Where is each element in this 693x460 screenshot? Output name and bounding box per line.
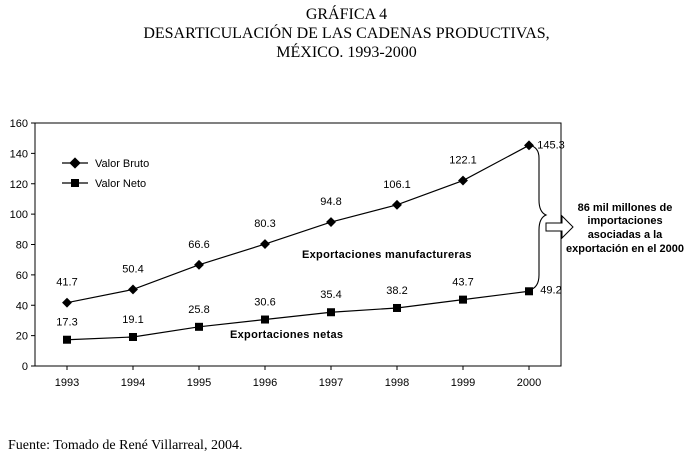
data-label-valor-neto: 38.2 xyxy=(386,285,407,297)
data-label-valor-neto: 17.3 xyxy=(56,317,77,329)
x-tick-label: 1993 xyxy=(55,377,79,389)
y-tick-label: 160 xyxy=(10,118,28,130)
right-arrow-icon xyxy=(545,214,574,240)
side-annotation-line-4: exportación en el 2000 xyxy=(566,243,684,255)
data-point-valor-neto xyxy=(261,315,269,324)
side-annotation: 86 mil millones de importaciones asociad… xyxy=(566,202,684,255)
data-point-valor-neto xyxy=(525,287,533,296)
curly-brace xyxy=(528,144,548,291)
data-label-valor-bruto: 80.3 xyxy=(254,218,275,230)
y-tick-label: 40 xyxy=(16,300,28,312)
x-tick-label: 1998 xyxy=(385,377,409,389)
series-line-valor-neto xyxy=(66,290,530,341)
y-tick-label: 0 xyxy=(22,361,28,373)
data-point-valor-bruto xyxy=(326,217,336,227)
y-tick-label: 80 xyxy=(16,240,28,252)
side-annotation-line-2: importaciones xyxy=(587,215,662,227)
data-label-valor-bruto: 106.1 xyxy=(383,179,411,191)
y-tick-label: 60 xyxy=(16,270,28,282)
legend-square-marker xyxy=(71,179,79,187)
legend-valor-bruto: Valor Bruto xyxy=(95,158,149,170)
data-label-valor-bruto: 145.3 xyxy=(537,139,565,151)
y-tick-label: 20 xyxy=(16,331,28,343)
data-label-valor-neto: 43.7 xyxy=(452,277,473,289)
chart-heading-title: DESARTICULACIÓN DE LAS CADENAS PRODUCTIV… xyxy=(143,25,550,42)
annotation-exportaciones-netas: Exportaciones netas xyxy=(230,329,343,341)
chart-heading-number: GRÁFICA 4 xyxy=(305,6,388,23)
side-annotation-line-3: asociadas a la xyxy=(588,229,663,241)
side-annotation-line-1: 86 mil millones de xyxy=(578,202,673,214)
y-tick-label: 140 xyxy=(10,148,28,160)
x-tick-label: 1995 xyxy=(187,377,211,389)
data-point-valor-neto xyxy=(129,332,137,341)
data-point-valor-bruto xyxy=(392,199,402,210)
data-point-valor-neto xyxy=(393,303,401,312)
x-tick-label: 2000 xyxy=(517,377,541,389)
annotation-exportaciones-manufactureras: Exportaciones manufactureras xyxy=(302,249,472,261)
data-point-valor-bruto xyxy=(128,284,138,295)
data-label-valor-bruto: 66.6 xyxy=(188,239,209,251)
legend-valor-neto: Valor Neto xyxy=(95,178,146,190)
data-point-valor-bruto xyxy=(458,175,468,186)
source-note: Fuente: Tomado de René Villarreal, 2004. xyxy=(8,438,243,453)
data-label-valor-neto: 19.1 xyxy=(122,314,143,326)
data-label-valor-bruto: 41.7 xyxy=(56,277,77,289)
y-tick-label: 100 xyxy=(10,209,28,221)
data-label-valor-neto: 35.4 xyxy=(320,289,341,301)
plot-area xyxy=(34,122,562,367)
data-label-valor-bruto: 50.4 xyxy=(122,263,143,275)
data-label-valor-neto: 49.2 xyxy=(540,284,561,296)
data-point-valor-neto xyxy=(195,322,203,331)
data-label-valor-neto: 25.8 xyxy=(188,304,209,316)
data-point-valor-neto xyxy=(459,295,467,304)
data-point-valor-bruto xyxy=(194,259,204,270)
series-line-valor-bruto xyxy=(66,144,530,304)
legend: Valor Bruto Valor Neto xyxy=(62,157,149,190)
data-point-valor-bruto xyxy=(260,239,270,249)
y-tick-label: 120 xyxy=(10,179,28,191)
x-tick-label: 1996 xyxy=(253,377,277,389)
x-tick-label: 1994 xyxy=(121,377,145,389)
x-tick-label: 1999 xyxy=(451,377,475,389)
data-label-valor-bruto: 94.8 xyxy=(320,196,341,208)
data-point-valor-neto xyxy=(327,308,335,317)
data-label-valor-neto: 30.6 xyxy=(254,297,275,309)
data-point-valor-neto xyxy=(63,335,71,344)
data-label-valor-bruto: 122.1 xyxy=(449,155,477,167)
chart-heading-subtitle: MÉXICO. 1993-2000 xyxy=(276,44,417,61)
x-tick-label: 1997 xyxy=(319,377,343,389)
